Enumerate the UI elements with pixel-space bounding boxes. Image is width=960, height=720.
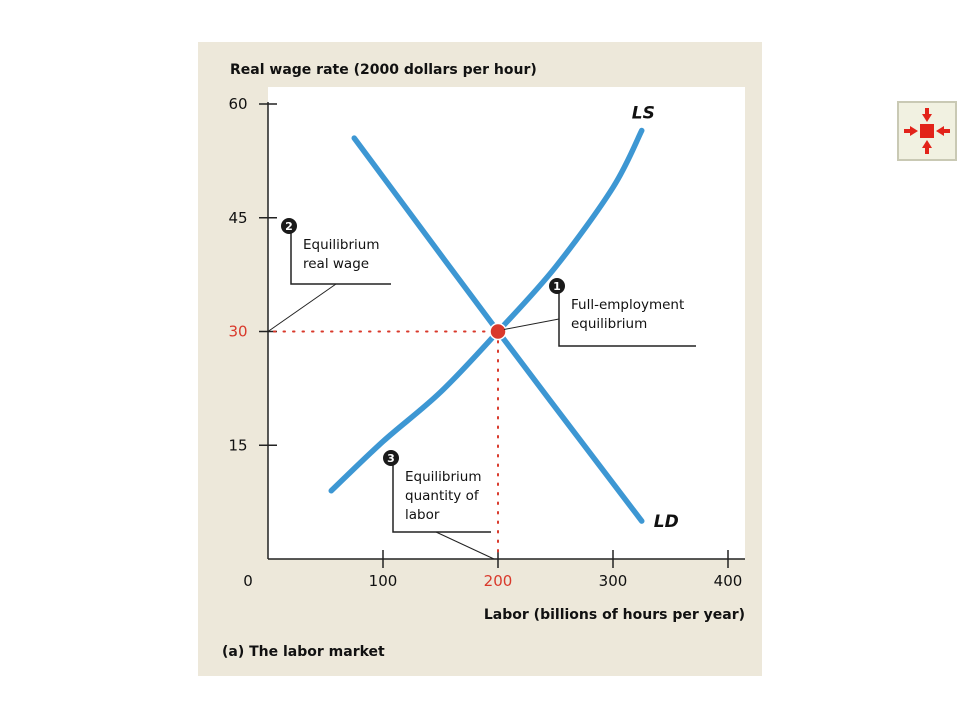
equilibrium-guides <box>273 330 499 560</box>
y-tick-label: 45 <box>228 209 247 227</box>
callout-text-2: real wage <box>303 256 369 272</box>
collapse-arrows-icon <box>904 108 950 154</box>
origin-label: 0 <box>243 572 253 590</box>
callouts: 1 Full-employment equilibrium 2 Equilibrium r… <box>267 218 696 560</box>
callout-number-2: 2 <box>285 220 293 233</box>
callout-number-3: 3 <box>387 452 395 465</box>
callout-leader-3 <box>435 531 495 560</box>
chart-caption: (a) The labor market <box>222 644 385 660</box>
callout-box-3 <box>392 464 491 533</box>
curve-label-ld: LD <box>654 512 679 532</box>
x-tick-label: 100 <box>369 572 398 590</box>
callout-text-2: Equilibrium <box>303 237 380 253</box>
equilibrium-point <box>489 322 507 341</box>
y-axis-title: Real wage rate (2000 dollars per hour) <box>230 62 537 78</box>
y-tick-label: 60 <box>228 95 247 113</box>
chart-panel: 15 30 45 60 100 200 300 400 LS LD 1 Full-employme… <box>198 42 762 676</box>
callout-box-1 <box>558 292 696 347</box>
callout-text-3: labor <box>405 507 440 523</box>
curve-label-ls: LS <box>632 104 655 124</box>
x-tick-label: 200 <box>484 572 513 590</box>
y-tick-label: 15 <box>228 436 247 454</box>
callout-badge-2 <box>281 218 297 234</box>
curves: LS LD <box>328 104 679 532</box>
callout-leader-1 <box>503 318 560 330</box>
collapse-button[interactable] <box>897 101 957 161</box>
callout-text-1: equilibrium <box>571 316 647 332</box>
x-tick-label: 300 <box>599 572 628 590</box>
callout-box-2 <box>290 232 391 285</box>
callout-text-1: Full-employment <box>571 297 684 313</box>
callout-leader-2 <box>267 283 337 332</box>
callout-badge-1 <box>549 278 565 294</box>
callout-text-3: Equilibrium <box>405 469 482 485</box>
callout-badge-3 <box>383 450 399 466</box>
x-tick-label: 400 <box>714 572 743 590</box>
y-tick-label: 30 <box>228 323 247 341</box>
x-axis-title: Labor (billions of hours per year) <box>484 607 745 623</box>
callout-text-3: quantity of <box>405 488 480 504</box>
callout-number-1: 1 <box>553 280 561 293</box>
